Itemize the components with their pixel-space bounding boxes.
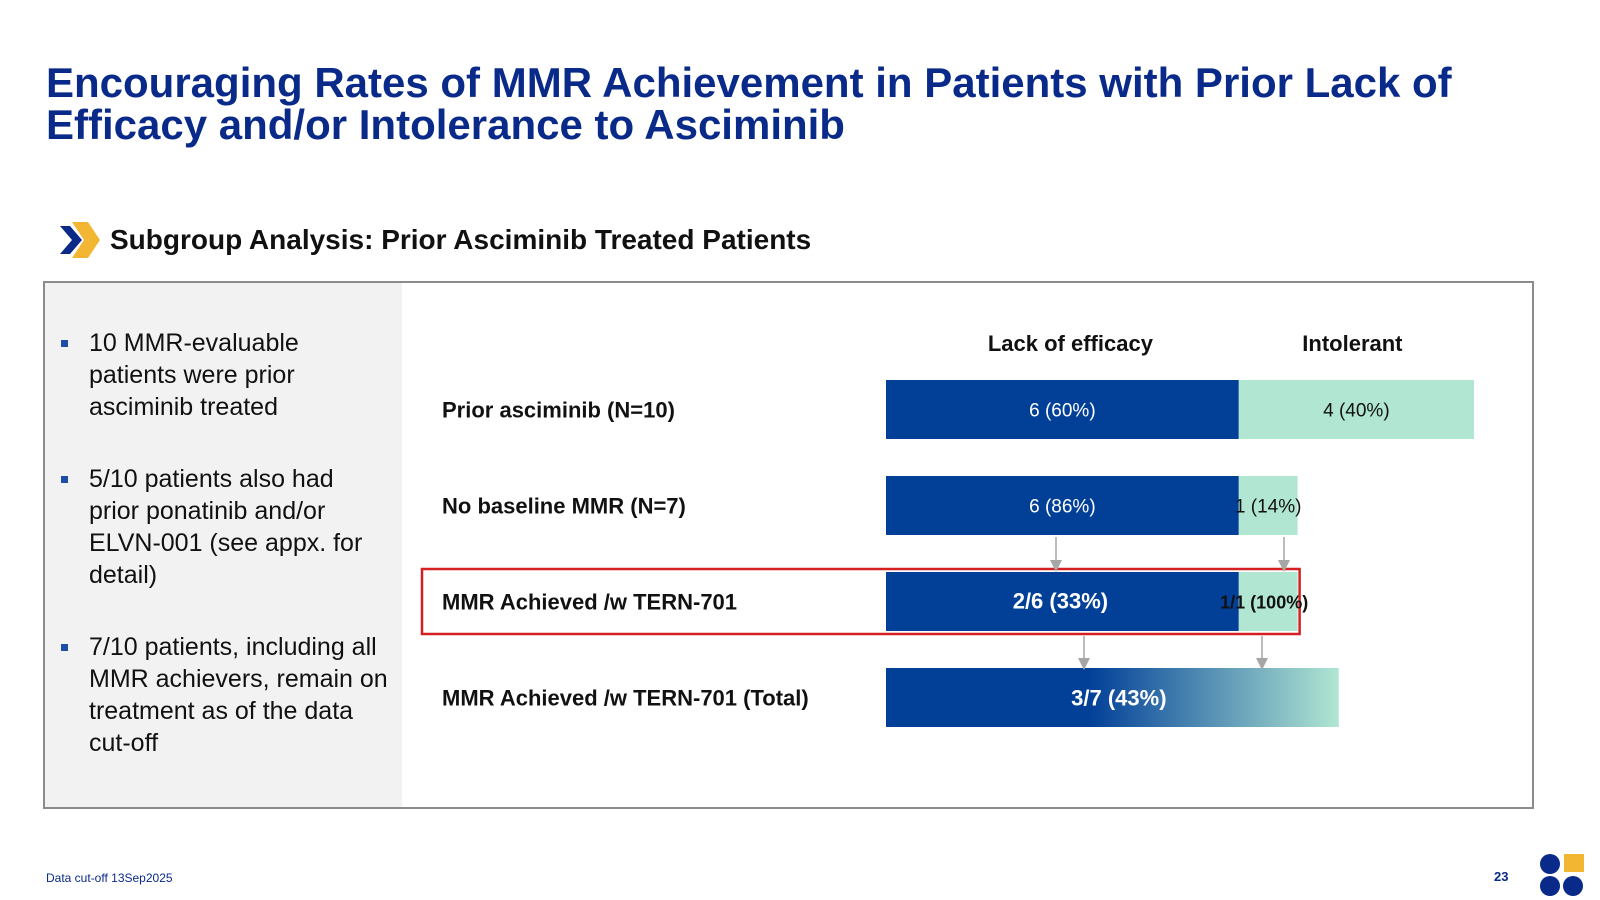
bar-lack-of-efficacy [886,572,1239,631]
bar-value-label: 4 (40%) [1323,401,1390,422]
bullet-item: 7/10 patients, including all MMR achieve… [59,631,389,759]
legend-intolerant: Intolerant [1302,331,1403,356]
page-title: Encouraging Rates of MMR Achievement in … [46,59,1452,148]
chevron-arrow-icon [60,222,100,258]
bullet-square-icon [61,476,68,483]
bullet-square-icon [61,340,68,347]
bar-total [886,668,1339,727]
bar-intolerant [1238,572,1298,631]
bullet-item: 10 MMR-evaluable patients were prior asc… [59,327,389,423]
bar-value-label: 6 (60%) [1029,401,1096,422]
highlight-border [420,567,1301,636]
row-label: MMR Achieved /w TERN-701 (Total) [442,686,809,711]
bullet-square-icon [61,644,68,651]
subheading-row: Subgroup Analysis: Prior Asciminib Treat… [58,220,811,260]
bar-value-label: 2/6 (33%) [1013,589,1108,614]
row-label: MMR Achieved /w TERN-701 [442,590,737,615]
bar-value-label: 1/1 (100%) [1220,593,1308,613]
data-cutoff-note: Data cut-off 13Sep2025 [46,871,173,885]
bar-value-label: 1 (14%) [1235,497,1302,518]
bullet-item: 5/10 patients also had prior ponatinib a… [59,463,389,591]
stacked-bar-chart: Lack of efficacy Intolerant Prior ascimini… [420,331,1474,727]
bar-intolerant [1238,380,1474,439]
bar-intolerant [1238,476,1298,535]
bar-lack-of-efficacy [886,380,1239,439]
page-number: 23 [1494,869,1509,884]
legend-lack-of-efficacy: Lack of efficacy [988,331,1154,356]
bullet-column: 10 MMR-evaluable patients were prior asc… [45,283,402,807]
bar-value-label: 6 (86%) [1029,497,1096,518]
analysis-panel: 10 MMR-evaluable patients were prior asc… [43,281,1534,809]
bar-value-label: 3/7 (43%) [1071,686,1166,711]
company-logo-icon [1540,854,1584,896]
bullet-list: 10 MMR-evaluable patients were prior asc… [59,327,389,799]
row-label: No baseline MMR (N=7) [442,494,686,519]
subheading: Subgroup Analysis: Prior Asciminib Treat… [110,224,812,255]
bar-lack-of-efficacy [886,476,1239,535]
row-label: Prior asciminib (N=10) [442,398,675,423]
